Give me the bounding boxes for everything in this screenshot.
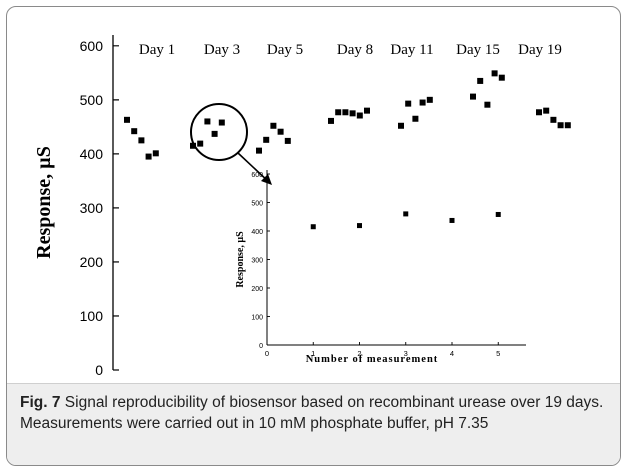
y-tick-label: 500 [80, 92, 104, 108]
caption-area: Fig. 7 Signal reproducibility of biosens… [7, 383, 620, 465]
data-point [277, 128, 284, 135]
data-point [270, 122, 277, 129]
figure-label: Fig. 7 [20, 394, 61, 411]
data-point [356, 112, 363, 119]
data-point [419, 99, 426, 106]
inset-x-tick-label: 2 [357, 349, 361, 358]
data-point [335, 109, 342, 116]
group-label: Day 11 [390, 42, 433, 58]
inset-data-point [449, 217, 455, 223]
zoom-circle [190, 103, 248, 161]
data-point [550, 116, 557, 123]
inset-y-tick-label: 200 [251, 286, 263, 293]
y-tick-label: 100 [80, 308, 104, 324]
inset-x-tick-label: 5 [496, 349, 500, 358]
inset-y-tick-label: 600 [251, 172, 263, 179]
data-point [557, 122, 564, 129]
data-point [349, 110, 356, 117]
data-point [491, 70, 498, 77]
inset-x-tick-label: 4 [450, 349, 454, 358]
inset-data-point [495, 211, 501, 217]
data-point [477, 77, 484, 84]
figure-caption-text: Signal reproducibility of biosensor base… [20, 394, 604, 432]
data-point [470, 93, 476, 100]
group-label: Day 3 [204, 42, 240, 58]
main-points [124, 70, 571, 160]
data-point [211, 130, 218, 137]
data-point [364, 107, 370, 114]
inset-x-tick-label: 1 [311, 349, 315, 358]
data-point [131, 128, 138, 135]
group-label: Day 5 [267, 42, 303, 58]
data-point [190, 142, 196, 149]
data-point [543, 107, 550, 114]
data-point [218, 119, 225, 126]
data-point [536, 109, 542, 116]
data-point [284, 137, 291, 144]
data-point [398, 122, 404, 129]
group-label: Day 19 [518, 42, 562, 58]
data-point [405, 100, 412, 107]
data-point [342, 109, 349, 116]
data-point [152, 150, 159, 157]
data-point [138, 137, 145, 144]
y-tick-label: 0 [95, 362, 103, 378]
inset-y-tick-label: 100 [251, 315, 263, 322]
y-axis-title: Response, µS [33, 146, 55, 259]
data-point [328, 117, 334, 124]
group-label: Day 8 [337, 42, 373, 58]
y-tick-label: 300 [80, 200, 104, 216]
data-point [145, 153, 152, 160]
y-tick-label: 200 [80, 254, 104, 270]
figure-frame: 0 100 200 300 400 500 600 Response, µS Day 1 Day… [6, 6, 621, 466]
inset-x-axis-title: Number of measurement [306, 354, 439, 365]
data-point [263, 136, 270, 143]
group-label: Day 15 [456, 42, 500, 58]
y-tick-label: 600 [80, 38, 104, 54]
inset-y-tick-label: 0 [259, 343, 263, 350]
data-point [197, 140, 204, 147]
main-labels: Day 1 Day 3 Day 5 Day 8 Day 11 Day 15 Day 19 [139, 42, 562, 58]
y-tick-label: 400 [80, 146, 104, 162]
data-point [256, 147, 262, 154]
data-point [426, 96, 433, 103]
inset-data-point [357, 223, 362, 229]
data-point [484, 101, 491, 108]
data-point [564, 122, 571, 129]
inset-y-tick-label: 400 [251, 229, 263, 236]
data-point [498, 74, 505, 81]
inset-y-tick-label: 300 [251, 258, 263, 265]
data-point [204, 118, 211, 125]
inset-y-tick-label: 500 [251, 201, 263, 208]
group-label: Day 1 [139, 42, 175, 58]
inset-data-point [403, 211, 409, 217]
data-point [124, 116, 130, 123]
inset-y-axis-title: Response, µS [235, 231, 246, 288]
inset-data-point [310, 224, 316, 230]
figure-caption: Fig. 7 Signal reproducibility of biosens… [20, 392, 610, 434]
inset-chart: 0 100 200 300 400 500 600 0 1 2 3 4 5 Number of measu… [235, 170, 526, 365]
main-axes: 0 100 200 300 400 500 600 Response, µS [33, 35, 119, 378]
inset-x-tick-label: 0 [265, 349, 269, 358]
data-point [412, 115, 419, 122]
inset-x-tick-label: 3 [404, 349, 408, 358]
